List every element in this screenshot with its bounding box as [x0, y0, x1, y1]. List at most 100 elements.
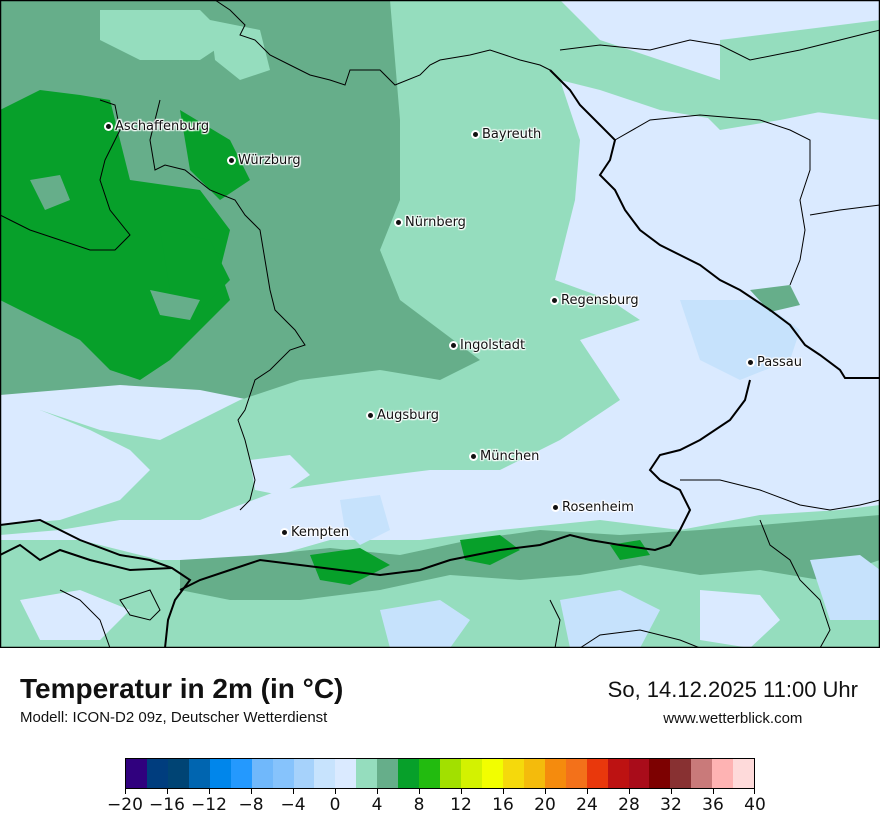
colorbar-segment: [523, 759, 545, 788]
colorbar-tick: [419, 789, 420, 794]
colorbar-segment: [733, 759, 755, 788]
colorbar-tick: [503, 789, 504, 794]
city-label: Kempten: [291, 525, 350, 540]
city-label: Aschaffenburg: [115, 119, 210, 134]
colorbar-tick-label: 8: [413, 795, 425, 815]
colorbar-segment: [230, 759, 252, 788]
colorbar-tick: [209, 789, 210, 794]
colorbar-segment: [314, 759, 336, 788]
colorbar-tick-label: 4: [371, 795, 383, 815]
colorbar-tick-label: −8: [238, 795, 264, 815]
colorbar-tick-label: −16: [149, 795, 185, 815]
colorbar-segment: [586, 759, 608, 788]
footer-left: Temperatur in 2m (in °C) Modell: ICON-D2…: [20, 672, 343, 726]
colorbar-tick: [335, 789, 336, 794]
colorbar-tick-label: 28: [618, 795, 640, 815]
city-dot-icon: [229, 158, 234, 163]
city-label: Augsburg: [377, 408, 440, 423]
city-dot-icon: [553, 505, 558, 510]
colorbar-tick-label: 0: [329, 795, 341, 815]
colorbar-tick-label: 12: [450, 795, 472, 815]
colorbar-tick: [125, 789, 126, 794]
colorbar-segment: [544, 759, 566, 788]
city-dot-icon: [471, 454, 476, 459]
colorbar-tick: [461, 789, 462, 794]
colorbar-tick-label: 20: [534, 795, 556, 815]
city-label: Passau: [757, 355, 802, 370]
colorbar-tick: [713, 789, 714, 794]
city-dot-icon: [451, 343, 456, 348]
colorbar-tick: [754, 789, 755, 794]
colorbar-tick-label: 36: [702, 795, 724, 815]
colorbar-tick: [587, 789, 588, 794]
city-dot-icon: [368, 413, 373, 418]
colorbar-segment: [712, 759, 734, 788]
colorbar-segment: [398, 759, 420, 788]
city-marker: Augsburg: [368, 408, 439, 423]
colorbar-segment: [461, 759, 482, 788]
city-marker: München: [471, 449, 539, 464]
city-dot-icon: [396, 220, 401, 225]
city-label: Nürnberg: [405, 215, 466, 230]
colorbar-tick-label: 40: [744, 795, 766, 815]
city-dot-icon: [748, 360, 753, 365]
city-marker: Aschaffenburg: [106, 119, 209, 134]
forecast-datetime: So, 14.12.2025 11:00 Uhr: [607, 677, 858, 702]
city-dot-icon: [473, 132, 478, 137]
colorbar-tick-label: 24: [576, 795, 598, 815]
colorbar-segment: [272, 759, 294, 788]
temperature-map: Aschaffenburg Würzburg Bayreuth Nürnberg Reg…: [0, 0, 880, 648]
colorbar-segment: [146, 759, 168, 788]
city-marker: Ingolstadt: [451, 338, 525, 353]
colorbar-tick: [545, 789, 546, 794]
footer-right: So, 14.12.2025 11:00 Uhr www.wetterblick…: [608, 676, 858, 727]
colorbar-segment: [649, 759, 671, 788]
city-dot-icon: [106, 124, 111, 129]
city-dot-icon: [552, 298, 557, 303]
colorbar-segment: [440, 759, 461, 788]
city-dot-icon: [282, 530, 287, 535]
colorbar-segment: [293, 759, 315, 788]
colorbar-ticks: −20 −16 −12 −8 −4 0 4 8 12 16 20 24 28 32 36 40: [107, 789, 766, 819]
city-marker: Bayreuth: [473, 127, 541, 142]
map-title: Temperatur in 2m (in °C): [20, 673, 344, 704]
city-label: München: [480, 449, 540, 464]
colorbar-tick: [671, 789, 672, 794]
colorbar-segment: [419, 759, 441, 788]
colorbar-segment: [502, 759, 524, 788]
model-subtitle: Modell: ICON-D2 09z, Deutscher Wetterdie…: [20, 709, 328, 726]
colorbar-segment: [481, 759, 503, 788]
colorbar-segment: [691, 759, 713, 788]
colorbar-segment: [670, 759, 692, 788]
colorbar-tick: [629, 789, 630, 794]
temperature-colorbar: [125, 758, 755, 789]
colorbar-segment: [377, 759, 399, 788]
colorbar-segment: [607, 759, 629, 788]
colorbar-tick: [377, 789, 378, 794]
colorbar-tick: [251, 789, 252, 794]
colorbar-tick-label: −12: [191, 795, 227, 815]
map-canvas: [0, 0, 880, 648]
colorbar-segment: [356, 759, 378, 788]
city-marker: Nürnberg: [396, 215, 466, 230]
website-link[interactable]: www.wetterblick.com: [663, 710, 803, 727]
colorbar-segment: [126, 759, 147, 788]
city-marker: Rosenheim: [553, 500, 634, 515]
city-marker: Passau: [748, 355, 802, 370]
colorbar-tick-label: −20: [107, 795, 143, 815]
city-marker: Regensburg: [552, 293, 639, 308]
colorbar-tick-label: −4: [280, 795, 306, 815]
city-label: Regensburg: [561, 293, 639, 308]
colorbar-tick-label: 16: [492, 795, 514, 815]
colorbar-tick-label: 32: [660, 795, 682, 815]
colorbar-segment: [335, 759, 357, 788]
colorbar-tick: [293, 789, 294, 794]
city-label: Rosenheim: [562, 500, 634, 515]
colorbar-segment: [251, 759, 273, 788]
colorbar-segment: [167, 759, 189, 788]
colorbar-segment: [565, 759, 587, 788]
city-label: Ingolstadt: [460, 338, 526, 353]
city-label: Würzburg: [238, 153, 301, 168]
colorbar-tick: [167, 789, 168, 794]
colorbar-segment: [209, 759, 231, 788]
